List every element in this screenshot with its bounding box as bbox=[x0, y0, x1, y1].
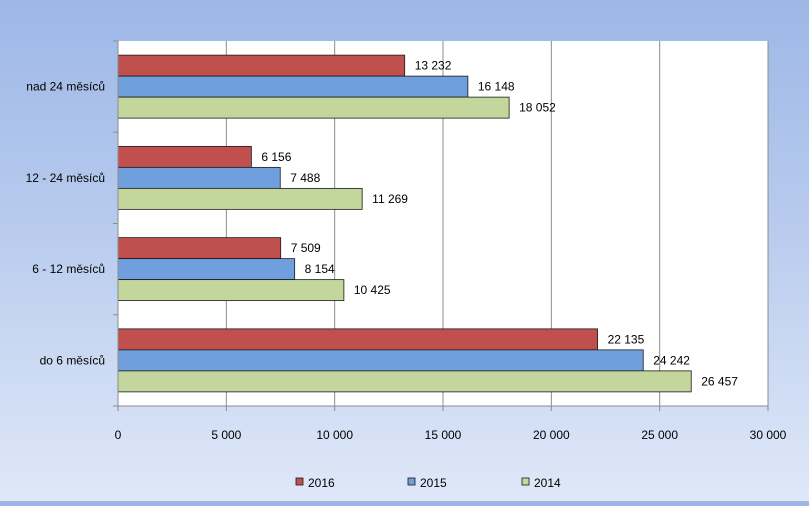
category-label: 12 - 24 měsíců bbox=[26, 171, 105, 185]
bar bbox=[117, 328, 598, 351]
data-label: 10 425 bbox=[354, 283, 391, 297]
bar bbox=[117, 237, 282, 260]
bar bbox=[117, 187, 363, 210]
data-label: 7 488 bbox=[290, 171, 320, 185]
x-tick-label: 25 000 bbox=[641, 428, 678, 442]
data-label: 24 242 bbox=[653, 353, 690, 367]
data-label: 8 154 bbox=[305, 262, 335, 276]
data-label: 11 269 bbox=[372, 192, 408, 206]
legend-label: 2015 bbox=[420, 476, 447, 490]
legend-label: 2014 bbox=[534, 476, 561, 490]
legend-swatch bbox=[295, 477, 304, 486]
x-tick-label: 20 000 bbox=[533, 428, 570, 442]
x-tick-label: 5 000 bbox=[211, 428, 241, 442]
x-tick-label: 30 000 bbox=[750, 428, 787, 442]
x-tick-label: 0 bbox=[115, 428, 122, 442]
data-label: 16 148 bbox=[478, 80, 515, 94]
legend-label: 2016 bbox=[308, 476, 335, 490]
legend-swatch bbox=[521, 477, 530, 486]
data-label: 22 135 bbox=[608, 332, 645, 346]
legend: 2016 2015 2014 bbox=[295, 476, 561, 490]
data-label: 7 509 bbox=[291, 241, 321, 255]
bar bbox=[117, 96, 510, 119]
bar bbox=[117, 370, 692, 393]
bars: 13 232 16 148 18 052 6 156 7 488 11 269 7 509 8… bbox=[117, 54, 738, 393]
x-tick-label: 15 000 bbox=[425, 428, 462, 442]
category-label: do 6 měsíců bbox=[40, 353, 105, 367]
data-label: 6 156 bbox=[261, 150, 291, 164]
category-label: 6 - 12 měsíců bbox=[32, 262, 105, 276]
bar bbox=[117, 279, 345, 302]
category-label: nad 24 měsíců bbox=[26, 80, 105, 94]
axes: 0 5 000 10 000 15 000 20 000 25 000 30 000 nad … bbox=[26, 40, 787, 442]
data-label: 13 232 bbox=[415, 59, 452, 73]
bar bbox=[117, 349, 644, 372]
legend-swatch bbox=[407, 477, 416, 486]
bar bbox=[117, 54, 406, 77]
x-tick-label: 10 000 bbox=[316, 428, 353, 442]
data-label: 18 052 bbox=[519, 101, 556, 115]
bar bbox=[117, 75, 469, 98]
bar bbox=[117, 145, 252, 168]
data-label: 26 457 bbox=[701, 374, 738, 388]
bar bbox=[117, 258, 296, 281]
bar bbox=[117, 166, 281, 189]
